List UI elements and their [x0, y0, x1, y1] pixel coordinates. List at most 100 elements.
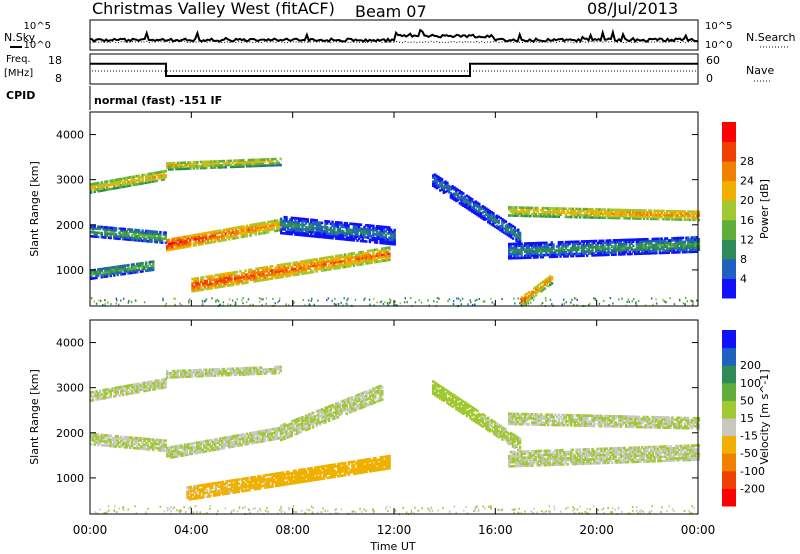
heatmap-cell	[285, 476, 288, 480]
heatmap-cell	[342, 263, 345, 267]
heatmap-cell	[536, 249, 539, 253]
heatmap-cell	[442, 189, 445, 192]
heatmap-cell	[258, 224, 261, 227]
heatmap-cell	[109, 268, 112, 272]
heatmap-cell	[188, 492, 191, 495]
heatmap-cell	[225, 488, 228, 491]
heatmap-cell	[635, 246, 639, 249]
heatmap-cell	[306, 218, 309, 221]
heatmap-cell	[248, 274, 251, 278]
power-ylabel: Slant Range [km]	[28, 161, 41, 257]
heatmap-cell	[343, 261, 347, 265]
heatmap-cell	[350, 256, 354, 259]
heatmap-cell	[571, 242, 575, 246]
heatmap-cell	[333, 233, 336, 236]
heatmap-cell	[335, 465, 338, 468]
heatmap-cell	[182, 235, 185, 239]
heatmap-cell	[240, 435, 243, 439]
heatmap-cell	[648, 246, 651, 249]
heatmap-cell	[552, 243, 555, 246]
heatmap-cell	[508, 224, 511, 228]
heatmap-cell	[310, 230, 313, 234]
heatmap-cell	[610, 212, 614, 216]
heatmap-cell	[278, 478, 281, 481]
heatmap-cell	[347, 463, 350, 466]
heatmap-cell	[136, 262, 139, 266]
heatmap-cell	[215, 299, 217, 302]
heatmap-cell	[221, 273, 224, 276]
heatmap-cell	[198, 492, 202, 495]
heatmap-cell	[328, 472, 331, 475]
heatmap-cell	[146, 179, 150, 182]
heatmap-cell	[499, 216, 502, 220]
heatmap-cell	[150, 234, 153, 237]
heatmap-cell	[281, 223, 285, 227]
heatmap-cell	[353, 466, 356, 469]
heatmap-cell	[525, 206, 529, 210]
heatmap-cell	[345, 230, 348, 233]
heatmap-cell	[682, 302, 685, 305]
heatmap-cell	[299, 474, 303, 478]
heatmap-cell	[639, 244, 642, 247]
heatmap-cell	[232, 273, 235, 276]
heatmap-cell	[247, 228, 250, 231]
heatmap-cell	[205, 489, 209, 492]
heatmap-cell	[641, 246, 644, 249]
heatmap-cell	[370, 259, 373, 262]
heatmap-cell	[541, 255, 545, 259]
heatmap-cell	[370, 459, 374, 463]
heatmap-cell	[148, 230, 151, 233]
heatmap-cell	[633, 217, 637, 220]
heatmap-cell	[607, 247, 610, 250]
heatmap-cell	[239, 486, 242, 489]
heatmap-cell	[227, 492, 230, 495]
heatmap-cell	[561, 251, 564, 254]
heatmap-cell	[173, 455, 176, 459]
heatmap-cell	[212, 482, 216, 485]
heatmap-cell	[180, 444, 183, 447]
heatmap-cell	[492, 218, 495, 221]
heatmap-cell	[379, 251, 382, 255]
heatmap-cell	[180, 244, 183, 247]
heatmap-cell	[609, 210, 612, 214]
heatmap-cell	[575, 242, 578, 246]
heatmap-cell	[196, 484, 200, 488]
heatmap-cell	[625, 210, 628, 214]
heatmap-cell	[674, 247, 678, 250]
heatmap-cell	[256, 222, 259, 226]
heatmap-cell	[260, 440, 263, 443]
heatmap-cell	[104, 188, 107, 192]
heatmap-cell	[224, 438, 227, 441]
heatmap-cell	[100, 185, 103, 188]
heatmap-cell	[145, 179, 148, 182]
heatmap-cell	[301, 272, 304, 275]
heatmap-cell	[644, 213, 647, 216]
heatmap-cell	[294, 231, 297, 234]
heatmap-cell	[153, 179, 157, 183]
heatmap-cell	[696, 299, 698, 302]
heatmap-cell	[123, 177, 127, 180]
heatmap-cell	[644, 248, 647, 251]
heatmap-cell	[264, 478, 267, 481]
heatmap-cell	[272, 227, 275, 231]
heatmap-cell	[254, 160, 258, 164]
heatmap-cell	[311, 260, 315, 264]
heatmap-cell	[233, 271, 237, 274]
heatmap-cell	[327, 236, 331, 240]
heatmap-cell	[605, 210, 608, 213]
heatmap-cell	[370, 465, 374, 469]
heatmap-cell	[529, 297, 532, 301]
heatmap-cell	[453, 196, 456, 200]
heatmap-cell	[352, 230, 356, 234]
heatmap-cell	[587, 210, 591, 213]
heatmap-cell	[210, 234, 213, 238]
heatmap-cell	[273, 474, 276, 478]
heatmap-cell	[545, 281, 548, 285]
heatmap-cell	[310, 299, 313, 302]
heatmap-cell	[311, 220, 315, 224]
heatmap-cell	[242, 437, 245, 440]
heatmap-cell	[254, 227, 258, 230]
heatmap-cell	[127, 272, 130, 275]
heatmap-cell	[150, 172, 153, 175]
heatmap-cell	[635, 250, 639, 254]
